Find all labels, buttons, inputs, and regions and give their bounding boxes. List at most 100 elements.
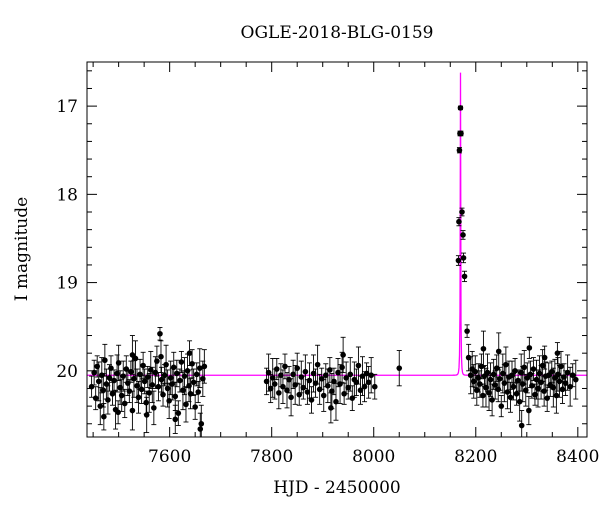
data-point: [97, 387, 104, 426]
data-point: [569, 363, 576, 388]
data-point: [280, 369, 286, 404]
y-tick-label: 19: [56, 274, 78, 294]
data-point: [396, 350, 403, 387]
data-point: [554, 342, 561, 365]
data-point: [193, 362, 200, 387]
data-point: [361, 371, 368, 403]
data-point: [100, 373, 107, 408]
data-point: [465, 343, 472, 372]
data-point: [92, 386, 99, 411]
data-point: [120, 360, 127, 392]
data-point: [95, 361, 102, 402]
model-curve: [87, 72, 587, 376]
data-point: [456, 217, 462, 227]
data-point: [155, 372, 162, 402]
data-point: [355, 346, 362, 385]
data-point: [197, 412, 204, 437]
data-point: [314, 344, 321, 385]
data-point: [518, 410, 525, 437]
data-point: [308, 386, 315, 414]
data-point: [121, 388, 128, 419]
data-point: [349, 385, 356, 411]
data-point: [282, 353, 288, 380]
data-point: [496, 366, 503, 391]
data-point: [101, 403, 107, 431]
x-tick-label: 8400: [556, 447, 599, 467]
chart-title: OGLE-2018-BLG-0159: [241, 23, 434, 43]
data-point: [555, 357, 561, 392]
plot-frame: [86, 61, 588, 438]
data-point: [288, 378, 294, 417]
data-point: [276, 376, 282, 410]
data-point: [526, 336, 533, 359]
axes-layer: 7600 7800 8000 8200 8400 17 18 19 20: [56, 62, 599, 467]
y-tick-label: 20: [56, 362, 78, 382]
data-point: [498, 395, 505, 418]
data-point: [157, 326, 163, 341]
data-point: [562, 370, 569, 396]
data-point: [186, 340, 193, 366]
data-point: [322, 363, 329, 388]
data-point: [521, 350, 528, 385]
data-point: [461, 270, 468, 283]
data-point: [455, 255, 462, 266]
data-point: [158, 366, 165, 393]
x-tick-label: 8200: [454, 447, 497, 467]
data-point: [111, 369, 117, 392]
data-point: [300, 375, 307, 400]
data-point: [457, 105, 464, 111]
x-tick-label: 7600: [148, 447, 191, 467]
data-point: [149, 366, 156, 404]
data-point: [460, 230, 466, 240]
data-point: [196, 348, 203, 389]
data-point: [572, 359, 579, 400]
data-point: [530, 357, 537, 381]
data-point: [170, 351, 177, 383]
data-point: [340, 336, 346, 374]
data-point: [456, 147, 463, 154]
data-point: [335, 358, 341, 388]
data-point: [173, 359, 180, 388]
data-point: [458, 130, 464, 137]
data-point: [166, 382, 172, 419]
data-point: [368, 357, 374, 394]
data-point: [371, 373, 378, 400]
data-point: [102, 343, 108, 377]
data-point: [146, 373, 153, 413]
x-tick-label: 7800: [250, 447, 293, 467]
data-point: [460, 252, 467, 264]
data-point: [365, 365, 372, 399]
data-point: [325, 368, 331, 404]
data-point: [140, 351, 146, 380]
data-point: [109, 381, 116, 406]
data-point: [115, 400, 121, 425]
data-point: [105, 385, 111, 415]
data-point: [201, 349, 208, 384]
data-point: [143, 396, 150, 434]
data-point: [567, 366, 573, 407]
data-point: [526, 395, 532, 426]
y-tick-label: 17: [56, 97, 78, 117]
data-point: [510, 373, 517, 401]
data-point: [558, 350, 564, 382]
x-axis-label: HJD - 2450000: [273, 478, 401, 498]
y-tick-label: 18: [56, 185, 78, 205]
data-point: [495, 332, 502, 371]
data-point: [160, 382, 166, 407]
data-point: [115, 344, 122, 381]
data-point: [294, 352, 301, 384]
data-point: [195, 380, 202, 404]
model-curve-layer: [87, 72, 587, 376]
data-point: [480, 330, 487, 367]
data-point: [151, 390, 157, 426]
data-point: [178, 350, 185, 374]
data-point: [91, 359, 97, 386]
data-point: [564, 354, 571, 391]
data-point: [158, 340, 164, 374]
data-point: [175, 400, 182, 426]
data-point: [333, 382, 339, 421]
data-point: [547, 373, 554, 397]
data-point: [129, 335, 136, 375]
data-point: [331, 367, 337, 396]
